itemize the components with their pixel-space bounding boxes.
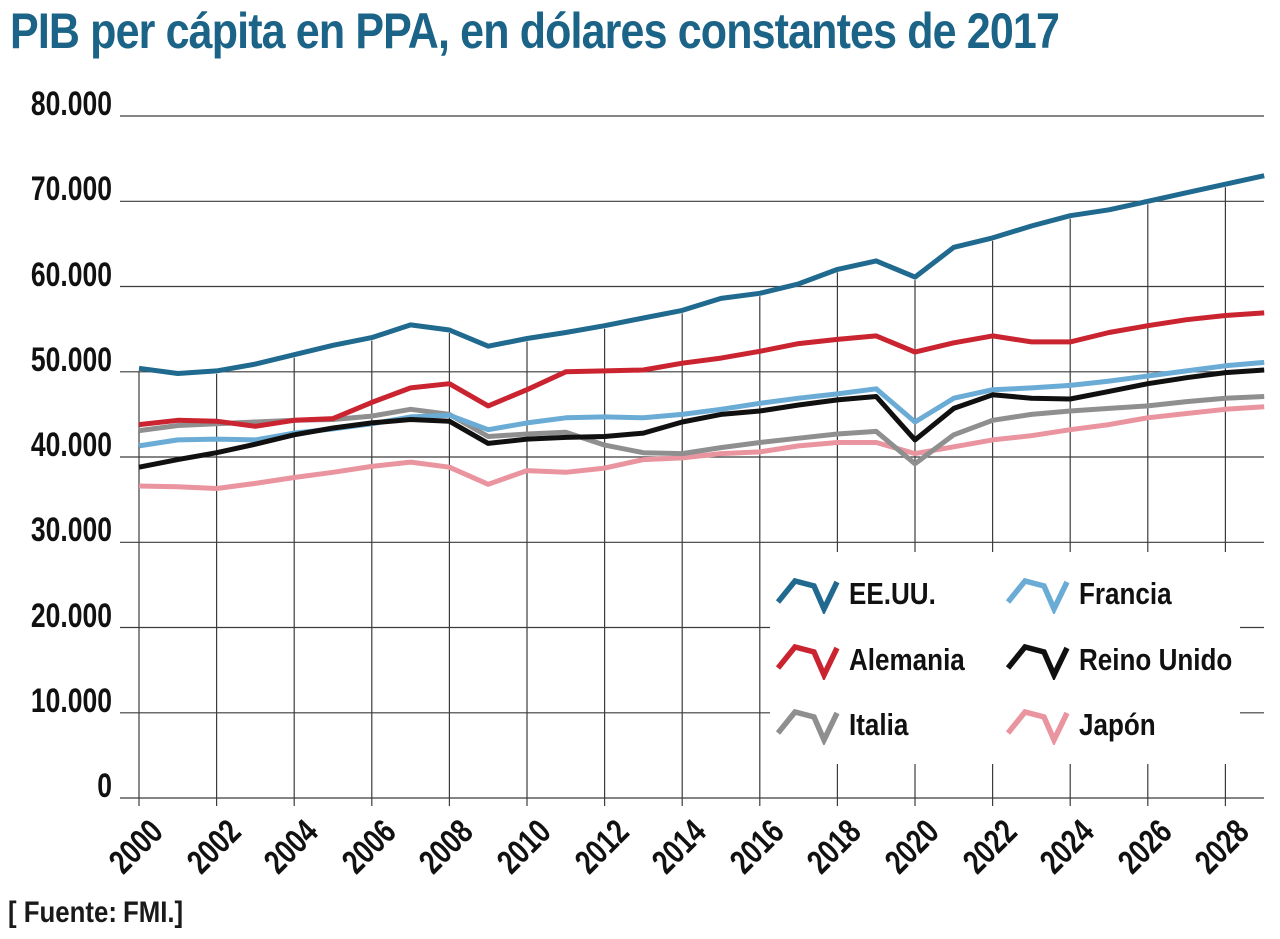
- series-line-reino-unido: [138, 367, 1265, 470]
- y-axis-label-50000: 50.000: [30, 341, 112, 379]
- legend-label: Italia: [849, 707, 909, 742]
- y-axis-label-80000: 80.000: [30, 85, 112, 123]
- y-axis-label-30000: 30.000: [30, 511, 112, 549]
- legend-item-reino-unido: Reino Unido: [1006, 640, 1262, 680]
- y-axis-label-40000: 40.000: [30, 426, 112, 464]
- legend-line-icon: [776, 577, 840, 614]
- y-axis-label-60000: 60.000: [30, 256, 112, 294]
- y-axis-label-20000: 20.000: [30, 597, 112, 635]
- legend-line-icon: [1006, 577, 1070, 614]
- legend-item-francia: Francia: [1006, 574, 1189, 614]
- series-line-ee-uu: [138, 173, 1265, 376]
- source-note: [ Fuente: FMI.]: [8, 896, 183, 930]
- legend-label: Reino Unido: [1079, 642, 1233, 677]
- legend-item-ee-uu: EE.UU.: [776, 574, 952, 614]
- legend-label: Japón: [1079, 707, 1156, 742]
- legend-label: EE.UU.: [849, 576, 936, 611]
- legend-item-italia: Italia: [776, 705, 920, 745]
- series-line-jap-n: [138, 404, 1265, 491]
- y-axis-label-70000: 70.000: [30, 170, 112, 208]
- source-label: [ Fuente:: [8, 896, 117, 929]
- y-axis-label-0: 0: [97, 767, 112, 805]
- chart-legend: EE.UU. Alemania Italia Francia Reino Unido Ja…: [770, 552, 1240, 764]
- legend-item-alemania: Alemania: [776, 640, 987, 680]
- series-line-alemania: [138, 310, 1265, 429]
- legend-line-icon: [776, 708, 840, 745]
- legend-line-icon: [1006, 708, 1070, 745]
- legend-label: Alemania: [849, 642, 965, 677]
- legend-label: Francia: [1079, 576, 1172, 611]
- chart-title: PIB per cápita en PPA, en dólares consta…: [10, 3, 1060, 59]
- legend-line-icon: [776, 643, 840, 680]
- legend-line-icon: [1006, 643, 1070, 680]
- source-value: FMI.]: [122, 896, 184, 929]
- y-axis-label-10000: 10.000: [30, 682, 112, 720]
- legend-item-jap-n: Japón: [1006, 705, 1170, 745]
